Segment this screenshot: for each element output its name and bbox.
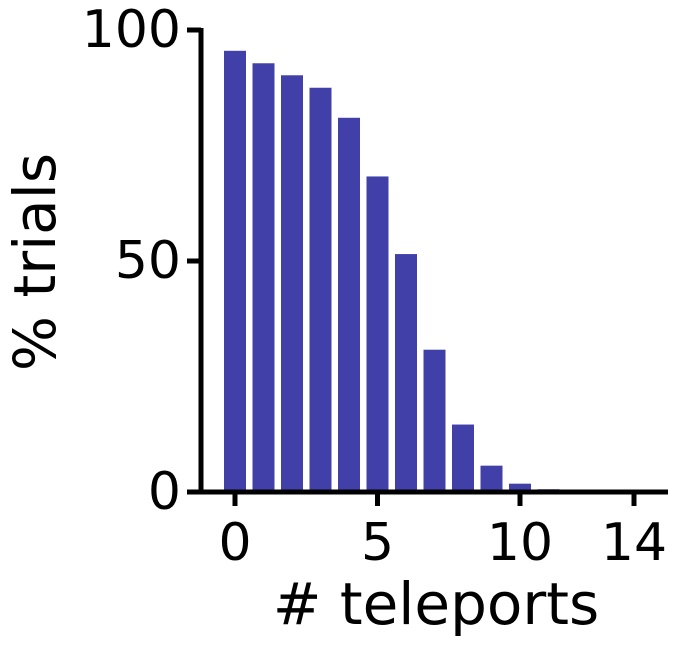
bar-3 [309, 87, 332, 492]
x-tick-label-5: 5 [361, 513, 394, 573]
x-ticks: 0 5 10 14 [218, 492, 667, 573]
bar-9 [480, 465, 503, 492]
bar-5 [366, 176, 389, 493]
bar-7 [423, 349, 446, 492]
bar-1 [252, 63, 275, 492]
x-tick-label-10: 10 [487, 513, 553, 573]
bar-2 [281, 75, 303, 492]
y-tick-label-0: 0 [148, 462, 181, 522]
y-axis-label: % trials [1, 153, 69, 371]
y-tick-label-100: 100 [82, 0, 181, 60]
x-axis-label: # teleports [273, 570, 599, 638]
y-ticks: 0 50 100 [82, 0, 201, 522]
bar-10 [509, 483, 531, 492]
y-tick-label-50: 50 [115, 231, 181, 291]
bar-4 [338, 117, 360, 492]
bar-8 [452, 424, 474, 492]
bar-6 [395, 254, 417, 492]
x-tick-label-14: 14 [601, 513, 667, 573]
bars [224, 50, 645, 493]
x-tick-label-0: 0 [218, 513, 251, 573]
bar-0 [224, 50, 246, 492]
